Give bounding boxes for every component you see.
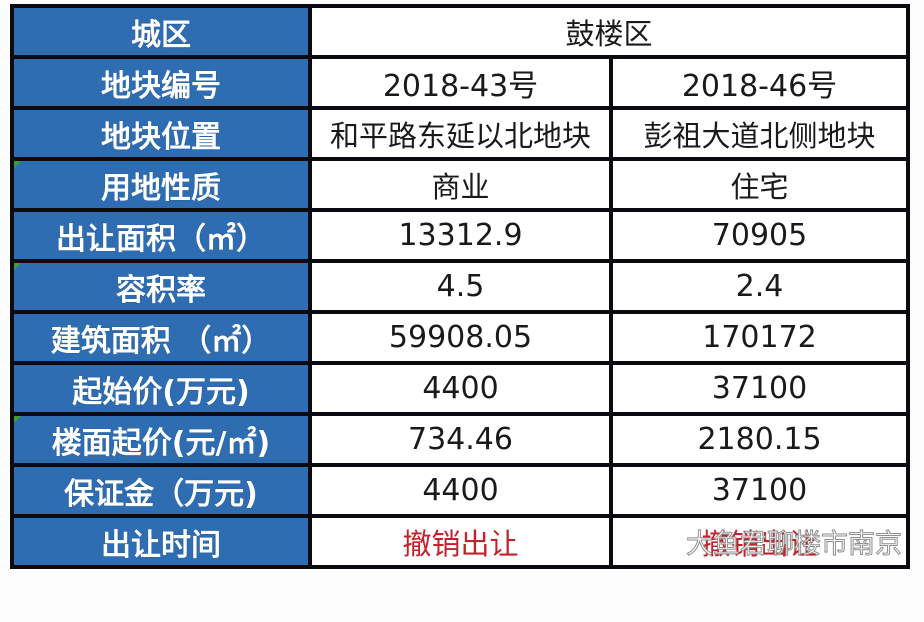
row-label-text: 起始价(万元) <box>72 374 250 410</box>
table-row-building-area: 建筑面积 （㎡） 59908.05 170172 <box>10 310 911 365</box>
row-label-text: 出让面积（㎡） <box>56 221 266 257</box>
row-label-parcel-location: 地块位置 <box>10 106 312 161</box>
cell-comment-marker-icon <box>16 265 21 270</box>
cell-plot-ratio-1: 4.5 <box>308 259 613 314</box>
cell-inner: 撤销出让 大鱼君聊楼市南京 <box>615 520 904 563</box>
cell-building-area-2: 170172 <box>608 310 911 365</box>
cell-district-value: 鼓楼区 <box>307 4 911 59</box>
row-label-text: 地块位置 <box>101 119 221 155</box>
cell-starting-price-2: 37100 <box>608 361 911 416</box>
cell-parcel-number-2: 2018-46号 <box>608 55 911 110</box>
cell-text: 和平路东延以北地块 <box>329 118 591 153</box>
row-label-text: 楼面起价(元/㎡) <box>51 425 271 461</box>
cell-deposit-1: 4400 <box>308 463 613 518</box>
table-row-parcel-location: 地块位置 和平路东延以北地块 彭祖大道北侧地块 <box>10 106 911 161</box>
cell-starting-price-1: 4400 <box>308 361 613 416</box>
row-label-plot-ratio: 容积率 <box>10 259 312 314</box>
land-parcel-table-container: 城区 鼓楼区 地块编号 2018-43号 2018-46号 <box>10 4 911 569</box>
table-row-floor-price: 楼面起价(元/㎡) 734.46 2180.15 <box>10 412 911 467</box>
cell-text: 彭祖大道北侧地块 <box>643 118 876 153</box>
table-row-parcel-number: 地块编号 2018-43号 2018-46号 <box>10 55 911 110</box>
cell-text: 170172 <box>702 320 817 355</box>
row-label-district: 城区 <box>10 4 312 59</box>
cell-text: 鼓楼区 <box>565 16 653 51</box>
row-label-text: 地块编号 <box>101 68 221 104</box>
cell-text: 37100 <box>711 371 808 406</box>
row-label-deposit: 保证金（万元) <box>10 463 312 518</box>
table-row-transfer-time: 出让时间 撤销出让 撤销出让 大鱼君聊楼市南京 <box>10 514 911 569</box>
cell-parcel-location-2: 彭祖大道北侧地块 <box>608 106 911 161</box>
cell-text: 2.4 <box>735 269 784 304</box>
cell-text: 734.46 <box>408 422 513 457</box>
cell-text: 4.5 <box>436 269 485 304</box>
cell-text: 4400 <box>422 473 499 508</box>
cell-transfer-status-2: 撤销出让 大鱼君聊楼市南京 <box>608 514 911 569</box>
row-label-transfer-time: 出让时间 <box>10 514 312 569</box>
status-text: 撤销出让 <box>701 526 818 561</box>
cell-text: 37100 <box>711 473 808 508</box>
cell-floor-price-1: 734.46 <box>308 412 613 467</box>
row-label-starting-price: 起始价(万元) <box>10 361 312 416</box>
row-label-text: 容积率 <box>116 272 206 308</box>
cell-text: 13312.9 <box>398 218 523 253</box>
cell-building-area-1: 59908.05 <box>308 310 613 365</box>
row-label-text: 建筑面积 （㎡） <box>50 323 272 359</box>
cell-parcel-number-1: 2018-43号 <box>308 55 613 110</box>
row-label-parcel-number: 地块编号 <box>10 55 312 110</box>
row-label-text: 城区 <box>131 17 191 53</box>
cell-comment-marker-icon <box>16 418 21 423</box>
cell-text: 59908.05 <box>388 320 533 355</box>
table-row-land-use: 用地性质 商业 住宅 <box>10 157 911 212</box>
cell-land-use-2: 住宅 <box>608 157 911 212</box>
cell-text: 70905 <box>711 218 808 253</box>
cell-text: 2018-43号 <box>382 68 539 104</box>
row-label-text: 用地性质 <box>101 170 221 206</box>
row-label-land-area: 出让面积（㎡） <box>10 208 312 263</box>
row-label-text: 保证金（万元) <box>64 476 258 512</box>
cell-text: 4400 <box>422 371 499 406</box>
cell-plot-ratio-2: 2.4 <box>608 259 911 314</box>
cell-floor-price-2: 2180.15 <box>608 412 911 467</box>
cell-transfer-status-1: 撤销出让 <box>308 514 613 569</box>
land-parcel-table: 城区 鼓楼区 地块编号 2018-43号 2018-46号 <box>10 4 911 569</box>
status-text: 撤销出让 <box>402 526 519 561</box>
cell-deposit-2: 37100 <box>608 463 911 518</box>
row-label-text: 出让时间 <box>101 527 221 563</box>
cell-text: 2018-46号 <box>681 68 838 104</box>
cell-text: 2180.15 <box>697 422 822 457</box>
cell-land-area-1: 13312.9 <box>308 208 613 263</box>
row-label-land-use: 用地性质 <box>10 157 312 212</box>
cell-text: 商业 <box>431 169 490 204</box>
table-row-plot-ratio: 容积率 4.5 2.4 <box>10 259 911 314</box>
table-row-land-area: 出让面积（㎡） 13312.9 70905 <box>10 208 911 263</box>
cell-land-use-1: 商业 <box>308 157 613 212</box>
cell-text: 住宅 <box>730 169 789 204</box>
cell-land-area-2: 70905 <box>608 208 911 263</box>
cell-parcel-location-1: 和平路东延以北地块 <box>308 106 613 161</box>
table-row-deposit: 保证金（万元) 4400 37100 <box>10 463 911 518</box>
row-label-floor-price: 楼面起价(元/㎡) <box>10 412 312 467</box>
cell-comment-marker-icon <box>16 163 21 168</box>
table-row-district: 城区 鼓楼区 <box>10 4 911 59</box>
row-label-building-area: 建筑面积 （㎡） <box>10 310 312 365</box>
table-row-starting-price: 起始价(万元) 4400 37100 <box>10 361 911 416</box>
